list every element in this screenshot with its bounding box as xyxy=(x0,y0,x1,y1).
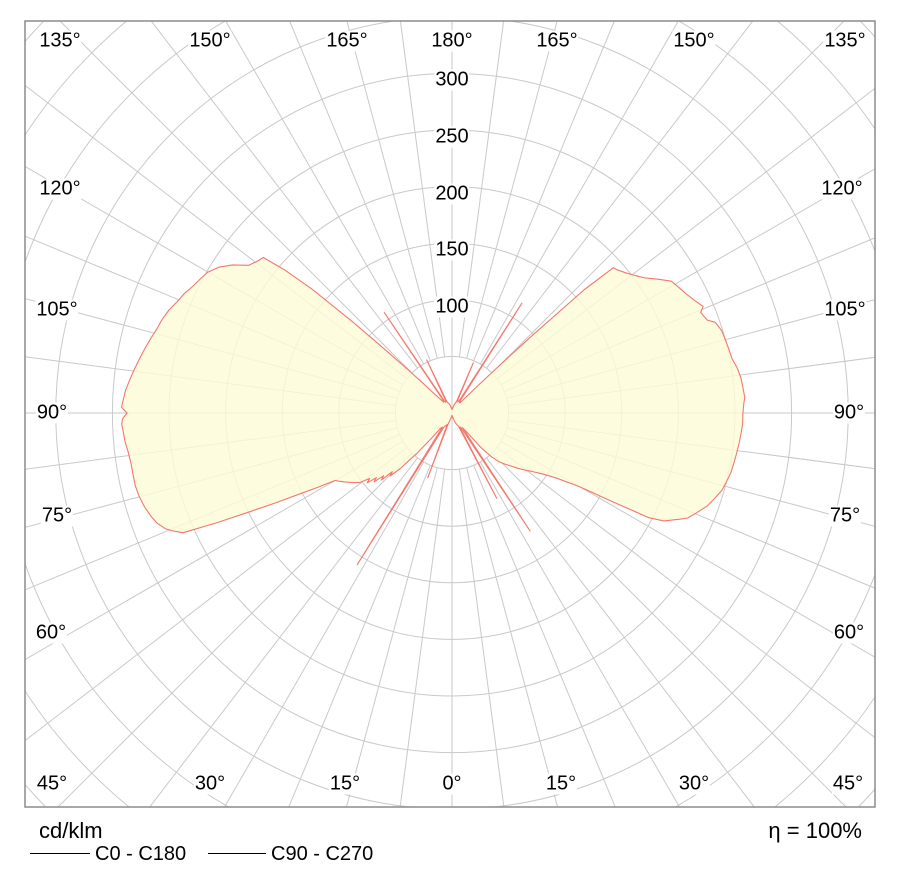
curve-c0-c180 xyxy=(120,256,746,566)
unit-label: cd/klm xyxy=(39,818,103,843)
plot-frame xyxy=(24,20,876,808)
legend-line-c90-c270-icon xyxy=(208,853,266,854)
legend: C0 - C180 C90 - C270 xyxy=(0,843,900,865)
legend-label-c0-c180: C0 - C180 xyxy=(95,843,187,865)
legend-label-c90-c270: C90 - C270 xyxy=(271,843,374,865)
legend-line-c0-c180-icon xyxy=(30,853,90,854)
efficiency-label: η = 100% xyxy=(768,818,862,843)
